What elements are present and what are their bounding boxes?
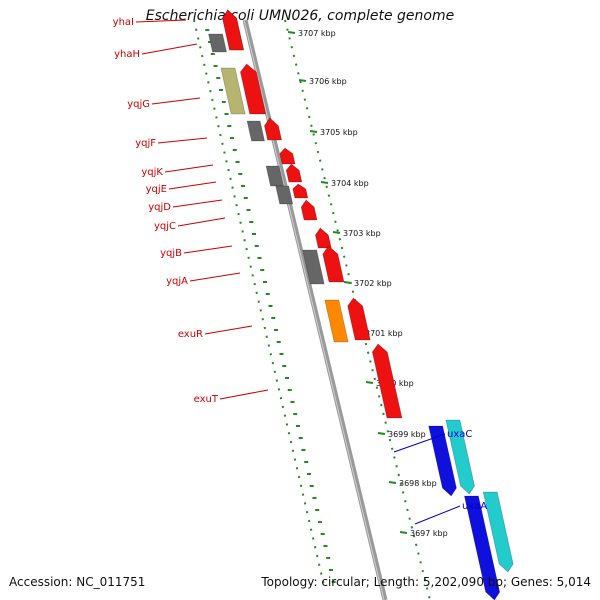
gene-arrow-reverse bbox=[445, 419, 475, 495]
gene-leader-line bbox=[183, 245, 233, 254]
gene-leader-line bbox=[204, 325, 253, 335]
gene-leader-line bbox=[172, 199, 223, 208]
gene-label-yqja[interactable]: yqjA bbox=[166, 276, 188, 287]
gene-arrow bbox=[371, 343, 403, 419]
ruler-tick bbox=[298, 79, 307, 82]
ruler-label: 3705 kbp bbox=[320, 128, 358, 137]
accession-text: Accession: NC_011751 bbox=[9, 575, 146, 589]
gene-arrow bbox=[300, 199, 318, 221]
genome-summary-text: Topology: circular; Length: 5,202,090 bp… bbox=[261, 575, 591, 589]
gene-label-yqjf[interactable]: yqjF bbox=[135, 138, 156, 149]
gene-leader-line bbox=[168, 181, 217, 190]
ruler-label: 3702 kbp bbox=[354, 279, 392, 288]
gene-label-yqjc[interactable]: yqjC bbox=[154, 221, 176, 232]
backbone-line-highlight bbox=[243, 19, 385, 600]
gene-block bbox=[275, 185, 294, 205]
ruler-label: 3698 kbp bbox=[399, 479, 437, 488]
gene-block bbox=[324, 299, 349, 343]
ruler-tick bbox=[388, 481, 397, 484]
gene-arrow-reverse bbox=[482, 491, 514, 573]
ruler-tick bbox=[320, 181, 329, 184]
ruler-label: 3697 kbp bbox=[410, 529, 448, 538]
gene-leader-line bbox=[219, 389, 269, 400]
gene-label-yhai[interactable]: yhaI bbox=[113, 17, 134, 28]
gene-arrow-reverse bbox=[463, 495, 501, 600]
gene-leader-line bbox=[393, 433, 446, 453]
ruler-tick bbox=[365, 381, 374, 384]
gene-leader-line bbox=[189, 272, 241, 282]
gene-leader-line bbox=[177, 217, 226, 227]
ruler-label: 3707 kbp bbox=[298, 29, 336, 38]
ruler-label: 3700 kbp bbox=[376, 379, 414, 388]
gene-block bbox=[220, 67, 246, 115]
gene-arrow bbox=[322, 245, 345, 283]
ruler-label: 3701 kbp bbox=[365, 329, 403, 338]
gene-block bbox=[208, 33, 228, 53]
gene-leader-line bbox=[414, 505, 461, 525]
gene-arrow-reverse bbox=[428, 425, 457, 497]
gene-label-yqjd[interactable]: yqjD bbox=[148, 202, 171, 213]
ruler-tick bbox=[343, 281, 352, 284]
gene-label-uxaa[interactable]: uxaA bbox=[462, 501, 487, 512]
ruler-tick bbox=[399, 531, 408, 534]
gene-label-exur[interactable]: exuR bbox=[178, 329, 203, 340]
gene-label-yqjb[interactable]: yqjB bbox=[160, 248, 182, 259]
gene-label-exut[interactable]: exuT bbox=[194, 394, 219, 405]
gene-arrow bbox=[263, 117, 283, 141]
ruler-tick bbox=[377, 432, 386, 435]
gene-arrow bbox=[285, 163, 303, 183]
outer-tick-ring-left bbox=[193, 19, 326, 591]
gene-arrow bbox=[279, 147, 296, 165]
gene-label-yqje[interactable]: yqjE bbox=[146, 184, 167, 195]
gene-block bbox=[246, 120, 266, 142]
gene-leader-line bbox=[157, 137, 208, 144]
gene-leader-line bbox=[164, 164, 214, 173]
gene-label-yqjg[interactable]: yqjG bbox=[127, 99, 150, 110]
gene-arrow bbox=[292, 183, 309, 199]
gene-arrow bbox=[347, 297, 371, 341]
gene-leader-line bbox=[141, 43, 198, 55]
map-title: Escherichia coli UMN026, complete genome bbox=[145, 8, 455, 24]
gene-leader-line bbox=[151, 97, 201, 105]
ruler-tick bbox=[332, 231, 341, 234]
ruler-label: 3704 kbp bbox=[331, 179, 369, 188]
ruler-tick bbox=[309, 130, 318, 133]
gene-label-uxac[interactable]: uxaC bbox=[447, 429, 472, 440]
backbone-line bbox=[242, 19, 388, 600]
ruler-label: 3699 kbp bbox=[388, 430, 426, 439]
ruler-tick bbox=[287, 31, 296, 34]
gene-arrow bbox=[222, 9, 245, 51]
gene-leader-line bbox=[135, 19, 187, 23]
gene-label-yqjk[interactable]: yqjK bbox=[141, 167, 163, 178]
gene-arrow bbox=[239, 63, 267, 115]
gene-label-yhah[interactable]: yhaH bbox=[114, 49, 140, 60]
ruler-label: 3706 kbp bbox=[309, 77, 347, 86]
gene-arrow bbox=[314, 227, 332, 249]
ruler-label: 3703 kbp bbox=[343, 229, 381, 238]
gene-block bbox=[302, 249, 325, 285]
